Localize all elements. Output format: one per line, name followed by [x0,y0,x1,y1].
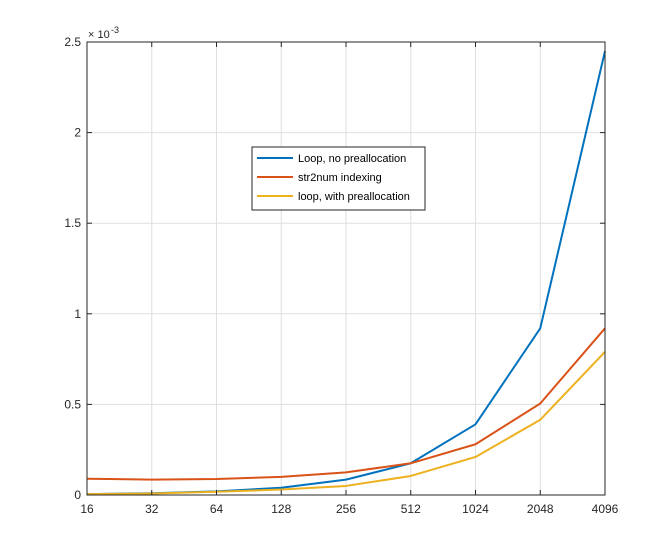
y-exponent: × 10 -3 [88,25,119,41]
y-tick-label: 1.5 [64,216,81,230]
x-tick-label: 2048 [527,502,554,516]
axes [86,41,606,496]
gridlines [87,42,605,495]
y-tick-label: 0.5 [64,397,81,411]
legend-label: Loop, no preallocation [298,153,406,165]
axes-box [86,41,606,496]
legend-label: str2num indexing [298,172,382,184]
x-tick-label: 16 [80,502,94,516]
x-tick-label: 256 [336,502,356,516]
y-exponent-base: × 10 [88,29,110,41]
series-line-3 [86,351,606,496]
y-tick-label: 1 [74,307,81,321]
series-line-2 [86,327,606,481]
x-tick-label: 4096 [592,502,619,516]
legend: Loop, no preallocation str2num indexing lo… [251,146,426,211]
y-tick-label: 0 [74,488,81,502]
y-tick-label: 2 [74,126,81,140]
series-lines [86,50,606,496]
x-tick-label: 512 [401,502,421,516]
y-tick-label: 2.5 [64,35,81,49]
x-tick-label: 32 [145,502,159,516]
x-tick-label: 128 [271,502,291,516]
legend-label: loop, with preallocation [298,191,410,203]
tick-labels: 16 32 64 128 256 512 1024 2048 4096 0 0.5 1 1.5 2 2.5 [64,35,618,516]
y-exponent-power: -3 [111,25,119,35]
x-tick-label: 64 [210,502,224,516]
x-tick-label: 1024 [462,502,489,516]
